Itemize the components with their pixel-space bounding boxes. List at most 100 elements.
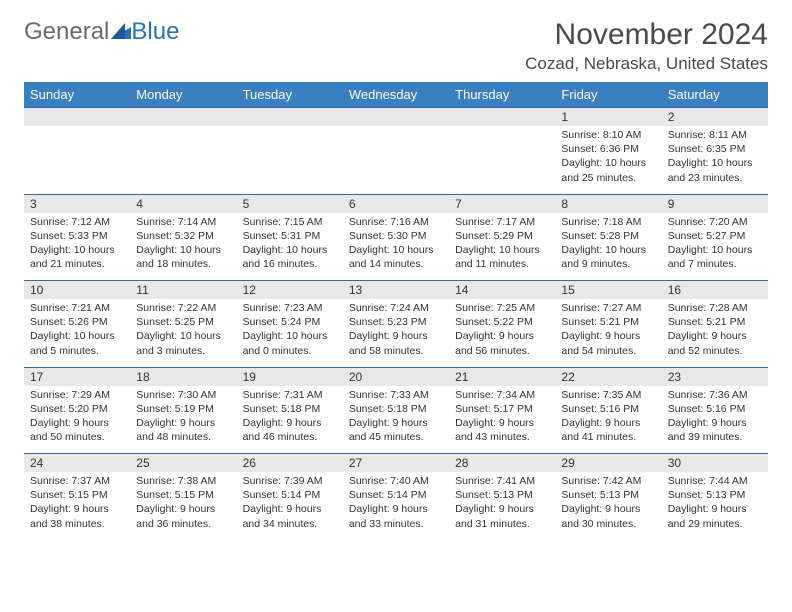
header: General Blue November 2024 Cozad, Nebras… [24,18,768,74]
day-number-cell: 14 [449,281,555,300]
sunrise-text: Sunrise: 7:20 AM [668,215,762,229]
sunrise-text: Sunrise: 7:37 AM [30,474,124,488]
daylight-text: Daylight: 9 hours and 56 minutes. [455,329,549,357]
day-data-row: Sunrise: 7:37 AMSunset: 5:15 PMDaylight:… [24,472,768,540]
sunrise-text: Sunrise: 7:17 AM [455,215,549,229]
day-data-cell: Sunrise: 7:16 AMSunset: 5:30 PMDaylight:… [343,213,449,281]
day-number-cell [343,108,449,127]
daylight-text: Daylight: 9 hours and 46 minutes. [243,416,337,444]
day-number-cell: 21 [449,367,555,386]
sunrise-text: Sunrise: 7:38 AM [136,474,230,488]
sunrise-text: Sunrise: 7:29 AM [30,388,124,402]
weekday-header-row: SundayMondayTuesdayWednesdayThursdayFrid… [24,82,768,108]
daylight-text: Daylight: 9 hours and 58 minutes. [349,329,443,357]
daylight-text: Daylight: 9 hours and 36 minutes. [136,502,230,530]
day-number-cell: 18 [130,367,236,386]
day-data-cell: Sunrise: 7:38 AMSunset: 5:15 PMDaylight:… [130,472,236,540]
day-number-row: 10111213141516 [24,281,768,300]
day-data-cell: Sunrise: 7:17 AMSunset: 5:29 PMDaylight:… [449,213,555,281]
title-block: November 2024 Cozad, Nebraska, United St… [525,18,768,74]
logo-text-blue: Blue [131,18,179,46]
day-data-row: Sunrise: 8:10 AMSunset: 6:36 PMDaylight:… [24,126,768,194]
sunset-text: Sunset: 5:26 PM [30,315,124,329]
calendar-table: SundayMondayTuesdayWednesdayThursdayFrid… [24,82,768,540]
daylight-text: Daylight: 9 hours and 31 minutes. [455,502,549,530]
day-number-row: 3456789 [24,194,768,213]
sunrise-text: Sunrise: 7:39 AM [243,474,337,488]
daylight-text: Daylight: 9 hours and 39 minutes. [668,416,762,444]
sunset-text: Sunset: 6:35 PM [668,142,762,156]
day-number-cell [449,108,555,127]
sunset-text: Sunset: 6:36 PM [561,142,655,156]
day-data-cell: Sunrise: 7:34 AMSunset: 5:17 PMDaylight:… [449,386,555,454]
daylight-text: Daylight: 10 hours and 5 minutes. [30,329,124,357]
sunrise-text: Sunrise: 7:15 AM [243,215,337,229]
day-data-cell: Sunrise: 7:20 AMSunset: 5:27 PMDaylight:… [662,213,768,281]
daylight-text: Daylight: 9 hours and 48 minutes. [136,416,230,444]
day-data-cell: Sunrise: 7:22 AMSunset: 5:25 PMDaylight:… [130,299,236,367]
day-data-cell: Sunrise: 7:12 AMSunset: 5:33 PMDaylight:… [24,213,130,281]
daylight-text: Daylight: 10 hours and 9 minutes. [561,243,655,271]
day-data-cell: Sunrise: 7:25 AMSunset: 5:22 PMDaylight:… [449,299,555,367]
day-data-row: Sunrise: 7:21 AMSunset: 5:26 PMDaylight:… [24,299,768,367]
logo-text-gray: General [24,18,109,46]
day-data-cell [130,126,236,194]
daylight-text: Daylight: 9 hours and 34 minutes. [243,502,337,530]
daylight-text: Daylight: 10 hours and 11 minutes. [455,243,549,271]
day-data-cell: Sunrise: 7:21 AMSunset: 5:26 PMDaylight:… [24,299,130,367]
sunset-text: Sunset: 5:29 PM [455,229,549,243]
day-number-cell: 19 [237,367,343,386]
day-number-cell: 7 [449,194,555,213]
day-data-cell: Sunrise: 7:14 AMSunset: 5:32 PMDaylight:… [130,213,236,281]
month-title: November 2024 [525,18,768,52]
daylight-text: Daylight: 10 hours and 25 minutes. [561,156,655,184]
calendar-body: 12Sunrise: 8:10 AMSunset: 6:36 PMDayligh… [24,108,768,541]
day-data-cell: Sunrise: 7:39 AMSunset: 5:14 PMDaylight:… [237,472,343,540]
sunset-text: Sunset: 5:33 PM [30,229,124,243]
daylight-text: Daylight: 9 hours and 43 minutes. [455,416,549,444]
sunset-text: Sunset: 5:21 PM [668,315,762,329]
day-data-cell: Sunrise: 7:18 AMSunset: 5:28 PMDaylight:… [555,213,661,281]
day-number-row: 24252627282930 [24,454,768,473]
day-data-cell: Sunrise: 7:35 AMSunset: 5:16 PMDaylight:… [555,386,661,454]
daylight-text: Daylight: 10 hours and 0 minutes. [243,329,337,357]
sunrise-text: Sunrise: 7:41 AM [455,474,549,488]
sunset-text: Sunset: 5:17 PM [455,402,549,416]
sunset-text: Sunset: 5:15 PM [136,488,230,502]
sunrise-text: Sunrise: 7:27 AM [561,301,655,315]
weekday-header: Monday [130,82,236,108]
day-number-cell: 28 [449,454,555,473]
sunrise-text: Sunrise: 7:44 AM [668,474,762,488]
day-number-row: 17181920212223 [24,367,768,386]
daylight-text: Daylight: 9 hours and 41 minutes. [561,416,655,444]
sunset-text: Sunset: 5:20 PM [30,402,124,416]
day-data-cell: Sunrise: 8:10 AMSunset: 6:36 PMDaylight:… [555,126,661,194]
sunset-text: Sunset: 5:13 PM [668,488,762,502]
day-number-cell: 10 [24,281,130,300]
sunset-text: Sunset: 5:14 PM [243,488,337,502]
weekday-header: Sunday [24,82,130,108]
sunset-text: Sunset: 5:23 PM [349,315,443,329]
sunrise-text: Sunrise: 7:36 AM [668,388,762,402]
daylight-text: Daylight: 10 hours and 18 minutes. [136,243,230,271]
sunset-text: Sunset: 5:27 PM [668,229,762,243]
daylight-text: Daylight: 9 hours and 33 minutes. [349,502,443,530]
sunrise-text: Sunrise: 7:30 AM [136,388,230,402]
day-number-cell: 8 [555,194,661,213]
sunset-text: Sunset: 5:30 PM [349,229,443,243]
sunrise-text: Sunrise: 7:16 AM [349,215,443,229]
sunrise-text: Sunrise: 7:21 AM [30,301,124,315]
day-number-cell: 22 [555,367,661,386]
day-number-cell: 24 [24,454,130,473]
sunrise-text: Sunrise: 7:33 AM [349,388,443,402]
day-number-cell: 25 [130,454,236,473]
day-number-cell: 15 [555,281,661,300]
sunrise-text: Sunrise: 8:10 AM [561,128,655,142]
day-number-cell [237,108,343,127]
sunset-text: Sunset: 5:14 PM [349,488,443,502]
sunrise-text: Sunrise: 7:24 AM [349,301,443,315]
logo: General Blue [24,18,179,46]
sunset-text: Sunset: 5:32 PM [136,229,230,243]
day-data-cell: Sunrise: 7:36 AMSunset: 5:16 PMDaylight:… [662,386,768,454]
day-number-cell: 11 [130,281,236,300]
